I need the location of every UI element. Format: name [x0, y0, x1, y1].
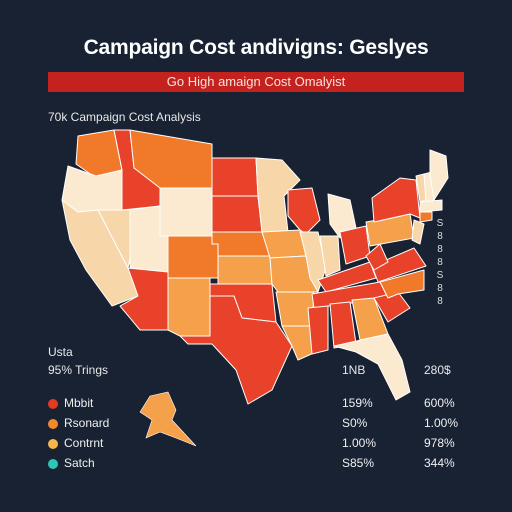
state-south-dakota [211, 195, 263, 233]
side-label: 8 [437, 283, 443, 294]
legend-value-2: 600% [424, 396, 455, 410]
side-label: 8 [437, 244, 443, 255]
legend-region-label: Usta [48, 345, 73, 359]
side-value-labels: S 8 8 8 S 8 8 [434, 217, 446, 308]
legend-row: Rsonard S0% 1.00% [48, 416, 468, 432]
legend-value-1: 159% [342, 396, 373, 410]
legend-row: Contrnt 1.00% 978% [48, 436, 468, 452]
state-wisconsin [287, 187, 321, 235]
state-virginia [371, 247, 427, 283]
legend-header-right: 280$ [424, 363, 451, 377]
state-texas [179, 295, 293, 405]
state-new-jersey [411, 219, 425, 245]
state-north-dakota [211, 157, 259, 197]
side-label: 8 [437, 296, 443, 307]
legend-swatch [48, 459, 58, 469]
legend-value-1: S85% [342, 456, 375, 470]
state-indiana [319, 235, 341, 277]
state-minnesota [255, 157, 301, 233]
state-florida [333, 333, 411, 401]
map-subtitle: 70k Campaign Cost Analysis [48, 110, 201, 124]
legend-value-2: 1.00% [424, 416, 459, 430]
legend-value-2: 978% [424, 436, 455, 450]
state-west-virginia [365, 243, 389, 271]
side-label: S [436, 218, 444, 229]
legend-label: Mbbit [64, 396, 94, 410]
state-maine [429, 149, 449, 201]
legend-value-1: 1.00% [342, 436, 377, 450]
state-wyoming [159, 187, 213, 237]
state-arizona [119, 267, 169, 331]
state-kansas [217, 255, 273, 285]
legend-swatch [48, 439, 58, 449]
state-north-carolina [379, 269, 425, 299]
side-label: 8 [437, 231, 443, 242]
state-illinois [299, 231, 327, 293]
legend-label: Satch [64, 456, 95, 470]
state-colorado [167, 235, 219, 279]
state-connecticut [419, 211, 433, 223]
state-mississippi [307, 305, 329, 355]
legend-value-1: S0% [342, 416, 368, 430]
legend-swatch [48, 419, 58, 429]
state-iowa [261, 229, 307, 259]
state-alaska [139, 391, 197, 447]
state-nebraska [211, 231, 271, 257]
state-alabama [329, 301, 357, 349]
subtitle-banner: Go High amaign Cost Omalyist [48, 72, 464, 92]
state-massachusetts [419, 199, 443, 213]
legend-header-left: 95% Trings [48, 363, 109, 377]
legend-swatch [48, 399, 58, 409]
legend-value-2: 344% [424, 456, 455, 470]
legend-label: Contrnt [64, 436, 104, 450]
legend-label: Rsonard [64, 416, 110, 430]
legend-row: Mbbit 159% 600% [48, 396, 468, 412]
state-new-york [371, 177, 421, 223]
state-ohio [339, 225, 371, 265]
legend-row: Satch S85% 344% [48, 456, 468, 472]
state-louisiana [281, 325, 317, 361]
state-new-mexico [167, 277, 211, 337]
page-title: Campaign Cost andivigns: Geslyes [83, 36, 429, 59]
legend-header-mid: 1NB [342, 363, 366, 377]
side-label: S [436, 270, 444, 281]
side-label: 8 [437, 257, 443, 268]
